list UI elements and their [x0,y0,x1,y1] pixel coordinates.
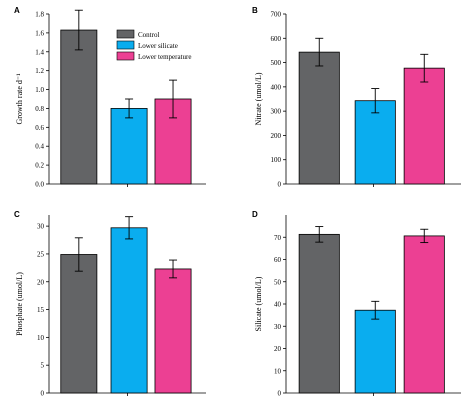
y-tick-label: 70 [274,234,282,242]
panel-letter-c: C [14,210,20,219]
y-tick-label: 30 [274,323,282,331]
panel-b: B 0 100 200 300 400 500 600 700 Nitrate (umol/L) [252,6,461,189]
y-tick-label: 0.0 [35,181,44,189]
y-tick-label: 1.0 [35,86,44,94]
y-tick-label: 500 [271,59,282,67]
panel-d: D 0 10 20 30 40 50 60 70 Silicate (umol/L) [252,210,461,398]
panel-letter-d: D [252,210,258,219]
y-tick-label: 0.4 [35,143,44,151]
y-tick-label: 30 [37,223,45,231]
bar-lower-temperature [403,235,445,394]
bar-lower-silicate [110,108,148,185]
legend-swatch-2 [116,40,135,50]
bar-control [60,29,98,185]
y-tick-label: 0.6 [35,124,44,132]
bar-control [60,254,98,394]
bar-control [298,233,340,394]
y-tick-label: 60 [274,256,282,264]
bar-lower-silicate [110,227,148,394]
y-axis-label: Nitrate (umol/L) [254,72,263,125]
y-tick-label: 0 [278,181,282,189]
bar-lower-silicate [354,309,396,394]
y-tick-label: 15 [37,306,45,314]
y-tick-label: 25 [37,250,45,258]
y-tick-label: 5 [41,362,45,370]
y-tick-label: 50 [274,278,282,286]
bar-control [298,51,340,185]
panel-a: A 0.0 0.2 0.4 0.6 0.8 1.0 1.2 1.4 1.6 1.8 Growth ra… [14,6,206,189]
legend-label-2: Lower silicate [138,42,178,50]
y-tick-label: 300 [271,108,282,116]
y-tick-label: 10 [274,367,282,375]
legend-swatch-3 [116,51,135,61]
y-tick-label: 0.2 [35,162,44,170]
bar-lower-silicate [354,100,396,185]
bar-lower-temperature [403,67,445,185]
y-tick-label: 0.8 [35,105,44,113]
panel-c: C 0 5 10 15 20 25 30 Phosphate (umol/L) [14,210,206,398]
y-tick-label: 400 [271,83,282,91]
y-tick-label: 700 [271,11,282,19]
y-tick-label: 20 [274,345,282,353]
y-tick-label: 0 [278,390,282,398]
legend-label-3: Lower temperature [138,53,191,61]
y-tick-label: 40 [274,301,282,309]
y-axis-label: Silicate (umol/L) [254,276,263,331]
y-tick-label: 1.4 [35,48,44,56]
y-tick-label: 1.8 [35,11,44,19]
y-tick-label: 200 [271,132,282,140]
panel-letter-b: B [252,6,258,15]
y-axis-label: Growth rate d⁻¹ [15,73,24,125]
panel-letter-a: A [14,6,20,15]
y-tick-label: 10 [37,334,45,342]
legend-label-1: Control [138,31,159,39]
legend-swatch-1 [116,29,135,39]
y-tick-label: 600 [271,35,282,43]
bar-lower-temperature [154,268,192,394]
legend: Control Lower silicate Lower temperature [116,29,191,61]
y-axis-label: Phosphate (umol/L) [15,272,24,336]
y-tick-label: 100 [271,156,282,164]
y-tick-label: 1.2 [35,67,44,75]
y-tick-label: 0 [41,390,45,398]
y-tick-label: 20 [37,278,45,286]
y-tick-label: 1.6 [35,29,44,37]
